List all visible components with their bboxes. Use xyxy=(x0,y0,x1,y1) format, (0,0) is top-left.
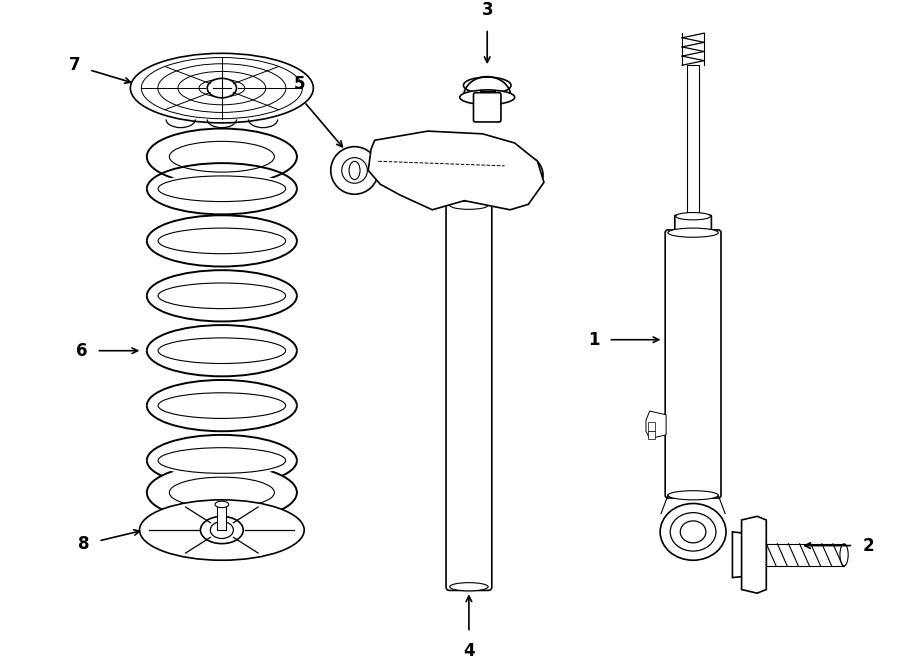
Bar xyxy=(687,65,699,216)
Ellipse shape xyxy=(147,464,297,521)
Ellipse shape xyxy=(676,213,710,220)
Bar xyxy=(217,504,227,530)
Text: 5: 5 xyxy=(294,75,305,93)
Ellipse shape xyxy=(680,521,706,543)
Text: 1: 1 xyxy=(588,330,599,349)
Ellipse shape xyxy=(447,184,491,193)
Ellipse shape xyxy=(207,79,237,98)
Ellipse shape xyxy=(147,128,297,185)
Ellipse shape xyxy=(455,177,482,186)
Ellipse shape xyxy=(660,504,726,561)
Ellipse shape xyxy=(430,140,481,169)
Polygon shape xyxy=(742,516,766,593)
Ellipse shape xyxy=(342,157,367,183)
Text: 6: 6 xyxy=(76,342,87,360)
FancyBboxPatch shape xyxy=(446,202,491,590)
FancyBboxPatch shape xyxy=(473,93,501,122)
Ellipse shape xyxy=(349,161,360,180)
Ellipse shape xyxy=(464,77,511,94)
Ellipse shape xyxy=(153,390,291,421)
Ellipse shape xyxy=(330,147,378,194)
FancyBboxPatch shape xyxy=(446,188,491,206)
Ellipse shape xyxy=(505,156,543,194)
Ellipse shape xyxy=(140,500,304,561)
Text: 4: 4 xyxy=(464,642,474,660)
Bar xyxy=(648,422,655,431)
Ellipse shape xyxy=(153,280,291,311)
Ellipse shape xyxy=(466,176,472,181)
FancyBboxPatch shape xyxy=(665,230,721,498)
Ellipse shape xyxy=(514,165,534,185)
Text: 8: 8 xyxy=(77,535,89,553)
Ellipse shape xyxy=(153,335,291,366)
Polygon shape xyxy=(646,411,666,438)
Text: 7: 7 xyxy=(68,56,80,74)
Text: 3: 3 xyxy=(482,1,493,19)
Ellipse shape xyxy=(450,582,488,591)
Ellipse shape xyxy=(455,170,482,182)
Polygon shape xyxy=(368,131,544,210)
Ellipse shape xyxy=(460,90,515,104)
FancyBboxPatch shape xyxy=(675,215,711,233)
Ellipse shape xyxy=(153,173,291,204)
Ellipse shape xyxy=(153,445,291,476)
FancyBboxPatch shape xyxy=(454,175,483,190)
Ellipse shape xyxy=(439,145,472,164)
Ellipse shape xyxy=(668,228,718,237)
Ellipse shape xyxy=(201,516,243,543)
Ellipse shape xyxy=(153,225,291,256)
Ellipse shape xyxy=(130,54,313,123)
Ellipse shape xyxy=(450,201,488,210)
Ellipse shape xyxy=(840,544,848,566)
Polygon shape xyxy=(733,532,766,578)
Text: 2: 2 xyxy=(862,537,874,555)
Ellipse shape xyxy=(668,490,718,500)
Bar xyxy=(648,431,655,438)
Ellipse shape xyxy=(215,501,229,508)
Ellipse shape xyxy=(211,522,233,539)
Ellipse shape xyxy=(670,513,716,551)
